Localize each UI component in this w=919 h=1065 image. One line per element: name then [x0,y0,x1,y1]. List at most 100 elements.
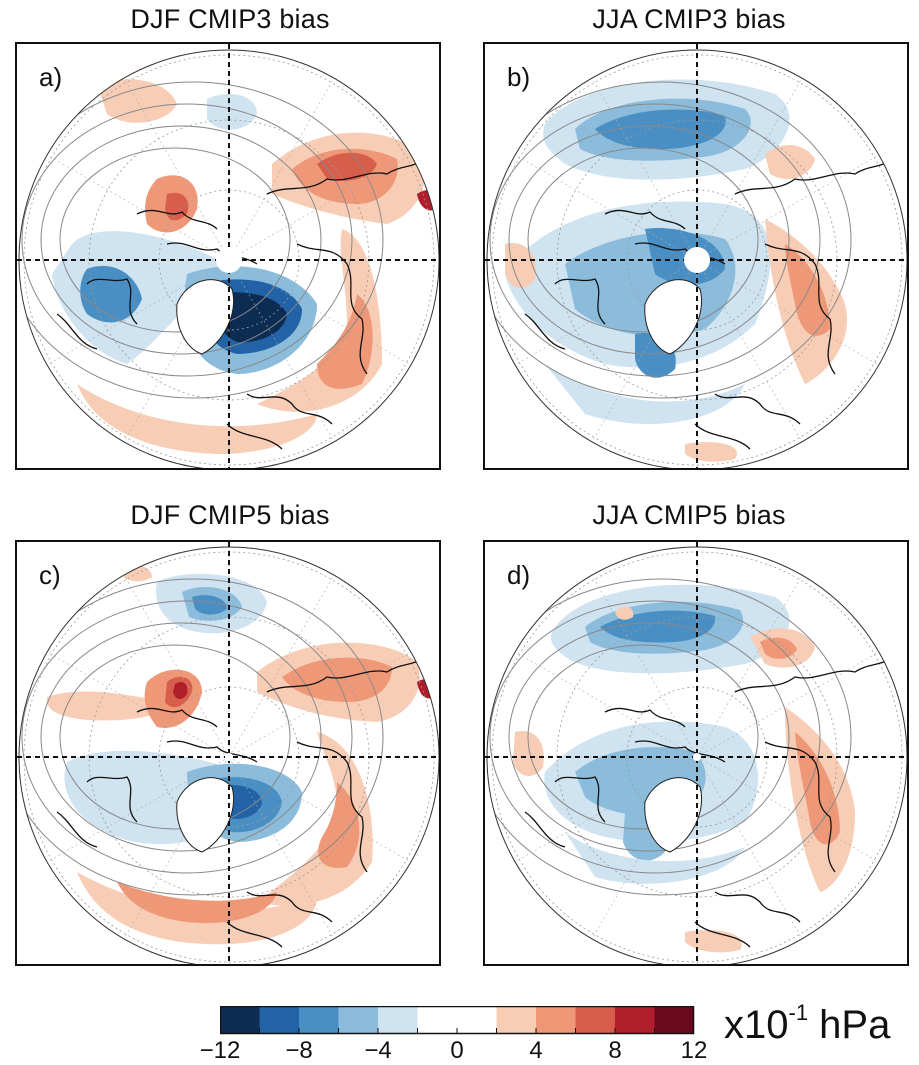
meridian-line [696,650,881,758]
coastline [604,209,686,230]
coastline [634,242,726,265]
bias-contour [685,930,742,953]
climatology-contour [508,622,790,852]
colorbar-tick-label: −8 [285,1037,313,1064]
climatology-contour [19,578,384,896]
coastline [734,651,901,693]
colorbar-swatch [378,1006,418,1034]
climatology-contour [21,600,353,874]
meridian-line [228,153,413,261]
climatology-contour [527,147,759,333]
colorbar-swatch [654,1006,694,1034]
field-layer-d [487,547,907,964]
coastline [554,776,606,823]
coastline [166,242,258,265]
meridian-line [590,76,698,261]
units-exponent: -1 [788,1000,809,1025]
bias-contour [685,442,737,462]
coastline [86,278,138,325]
panel-title-c: DJF CMIP5 bias [130,500,330,530]
coastline [56,313,98,350]
coastline [266,651,433,693]
coastline [226,423,283,450]
climatology-contour [59,147,291,333]
pole-marker [216,247,242,273]
colorbar-swatch [417,1006,457,1034]
climatology-contour [19,81,384,399]
meridian-line [696,573,804,758]
meridian-line [590,573,698,758]
bias-contour [785,244,830,336]
coastline [56,811,98,848]
meridian-line [228,259,413,367]
colorbar-swatch [259,1006,299,1034]
panel-title-a: DJF CMIP3 bias [130,4,330,34]
climatology-contour [21,103,353,377]
meridian-line [513,756,698,864]
units-base: x10 [724,1003,789,1047]
coastline [554,278,606,325]
climatology-contour [489,600,821,874]
coastline [714,891,801,923]
bias-contour [317,152,377,181]
meridian-line [513,650,698,758]
meridian-line [696,76,804,261]
colorbar-tick-label: 4 [529,1037,543,1064]
panel-title-b: JJA CMIP3 bias [592,4,786,34]
coastline [764,243,836,375]
map-panel-d: d) [483,540,909,966]
panel-letter-a: a) [39,62,63,92]
panel-letter-b: b) [507,62,531,92]
colorbar [220,1006,695,1035]
pole-marker [225,753,233,761]
bias-contour [760,637,797,659]
bias-contour [192,595,227,615]
coastline [604,707,686,728]
bias-contour [615,606,634,620]
bias-contour [545,364,745,424]
meridian-line [228,573,336,758]
coastline [524,313,566,350]
climatology-contour [59,644,291,830]
coastline [86,776,138,823]
map-panel-b: b) [483,42,909,470]
colorbar-swatch [457,1006,497,1034]
colorbar-swatch [220,1006,260,1034]
meridian-line [228,259,336,444]
coastline [136,707,218,728]
bias-contour [117,882,277,924]
coastline [714,393,801,425]
coastline [226,921,283,948]
colorbar-swatch [536,1006,576,1034]
coastline [694,423,751,450]
colorbar-tick-label: 8 [608,1037,622,1064]
meridian-line [45,153,230,261]
meridian-line [696,153,881,261]
meridian-line [696,259,881,367]
colorbar-swatch [575,1006,615,1034]
climatology-contour [527,644,759,830]
meridian-line [45,259,230,367]
bias-contour [318,782,360,868]
bias-contour [46,691,167,721]
coastline [524,811,566,848]
polar-map-b [485,44,907,468]
colorbar-swatch [615,1006,655,1034]
coastline [266,153,433,195]
colorbar-units: x10-1 hPa [724,1000,890,1048]
meridian-line [228,756,336,941]
polar-map-d [485,542,907,964]
bias-contour [595,109,726,150]
greenland-landmass [176,279,234,355]
colorbar-swatch [338,1006,378,1034]
meridian-line [696,259,804,444]
greenland-landmass [176,777,234,853]
map-panel-a: a) [15,42,441,470]
colorbar-tick-label: −4 [364,1037,392,1064]
climatology-contour [487,578,852,896]
coastline [694,921,751,948]
meridian-line [45,650,230,758]
bias-contour [505,243,536,289]
panel-letter-c: c) [39,560,61,590]
coastline [296,741,368,873]
